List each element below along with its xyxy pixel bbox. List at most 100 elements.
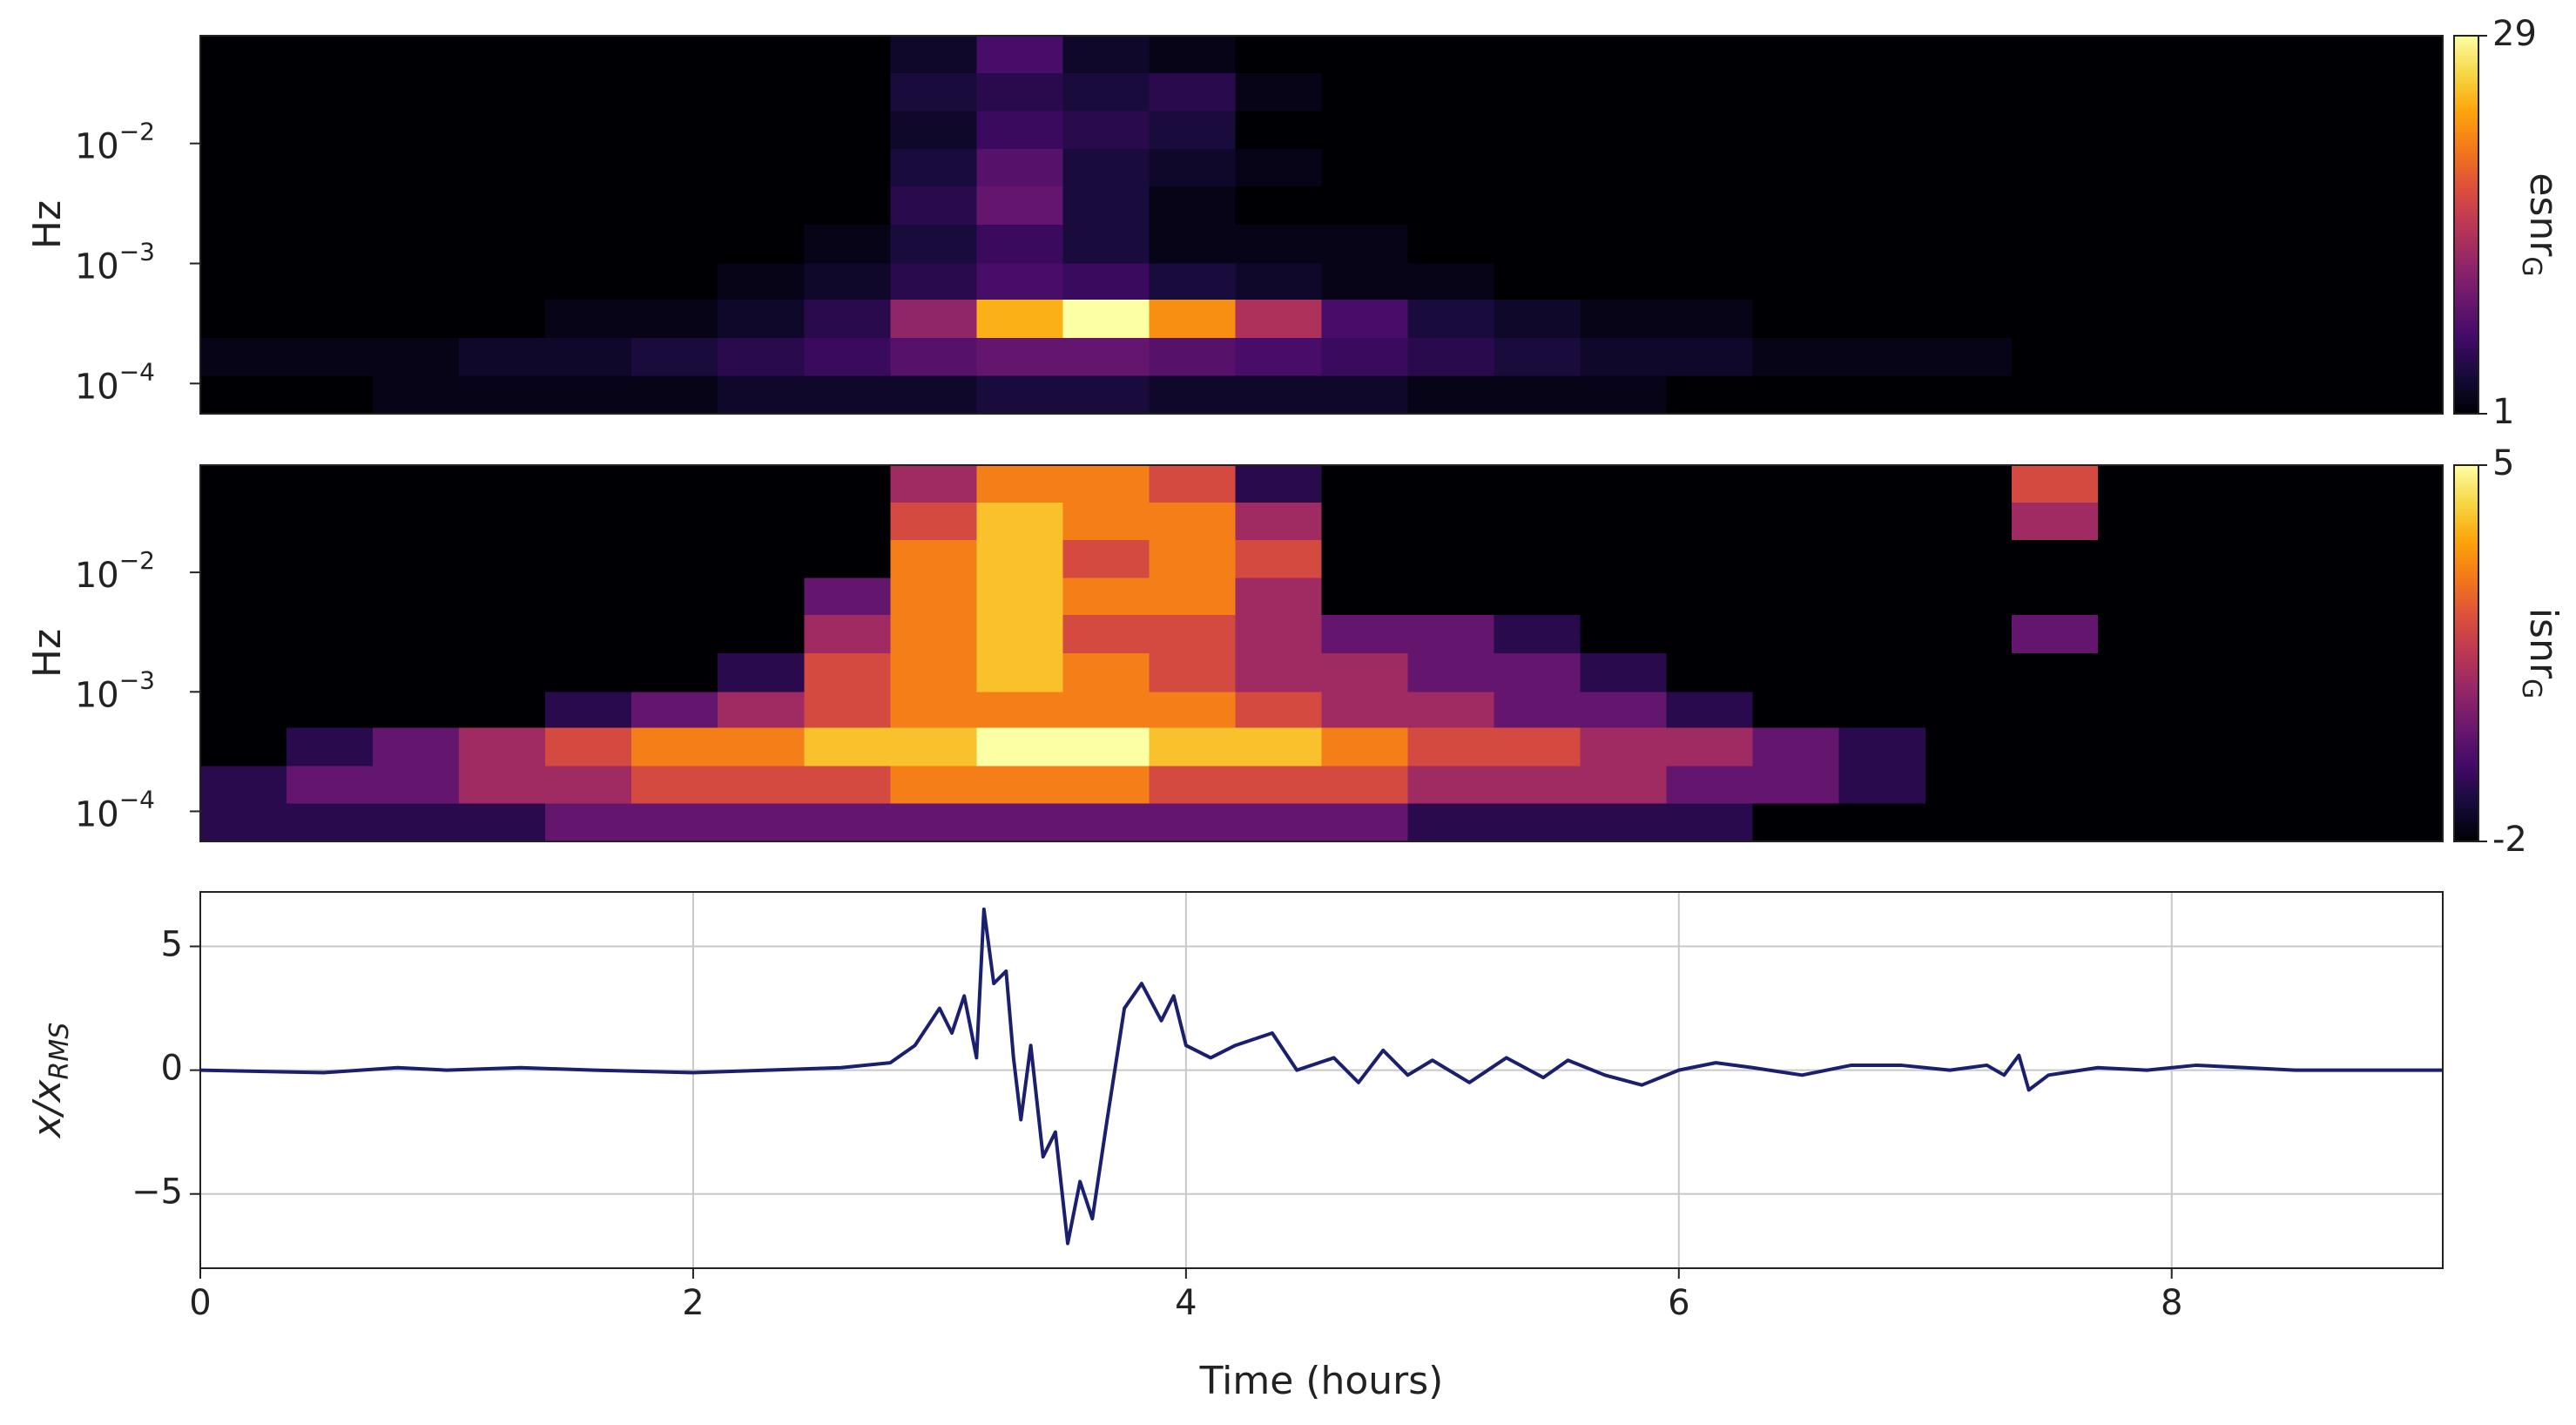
- heatmap-cell: [1752, 111, 1840, 150]
- heatmap-cell: [1752, 803, 1840, 842]
- heatmap-cell: [2011, 465, 2099, 503]
- heatmap-cell: [200, 502, 287, 541]
- heatmap-cell: [2183, 149, 2271, 187]
- heatmap-cell: [1062, 337, 1150, 377]
- heatmap-cell: [2097, 36, 2185, 74]
- heatmap-cell: [1062, 111, 1150, 150]
- heatmap-cell: [1925, 36, 2013, 74]
- heatmap-cell: [1494, 375, 1581, 415]
- data-line: [199, 907, 2443, 1246]
- heatmap-cell: [2269, 299, 2357, 339]
- heatmap-cell: [1494, 225, 1581, 265]
- y-tick-base: 10: [75, 556, 119, 596]
- heatmap-cell: [890, 149, 977, 187]
- colorbar-label-main: isnr: [2521, 608, 2566, 679]
- y-tick-exponent: −2: [119, 546, 155, 575]
- heatmap-cell: [2097, 375, 2185, 415]
- heatmap-cell: [2097, 263, 2185, 301]
- heatmap-cell: [2356, 375, 2444, 415]
- heatmap-cell: [1407, 263, 1495, 301]
- heatmap-cell: [2183, 502, 2271, 541]
- heatmap-cell: [2356, 727, 2444, 767]
- heatmap-cell: [1752, 375, 1840, 415]
- heatmap-cell: [1580, 73, 1668, 112]
- heatmap-cell: [287, 73, 374, 112]
- heatmap-cell: [1925, 653, 2013, 692]
- heatmap-cell: [373, 727, 460, 767]
- heatmap-cell: [631, 375, 718, 415]
- heatmap-cell: [459, 375, 546, 415]
- heatmap-cell: [890, 375, 977, 415]
- heatmap-cell: [200, 149, 287, 187]
- heatmap-cell: [2097, 653, 2185, 692]
- heatmap-cell: [1149, 692, 1237, 729]
- heatmap-cell: [804, 225, 891, 265]
- heatmap-cell: [1235, 375, 1323, 415]
- heatmap-cell: [2183, 766, 2271, 805]
- heatmap-cell: [1149, 375, 1237, 415]
- heatmap-cell: [1321, 727, 1409, 767]
- y-tick-label: −5: [131, 1172, 183, 1212]
- heatmap-cell: [1062, 615, 1150, 654]
- heatmap-cell: [287, 337, 374, 377]
- heatmap-cell: [459, 803, 546, 842]
- heatmap-cell: [459, 615, 546, 654]
- heatmap-cell: [890, 692, 977, 729]
- heatmap-cell: [287, 692, 374, 729]
- heatmap-cell: [2269, 36, 2357, 74]
- heatmap-cell: [2097, 149, 2185, 187]
- heatmap-cell: [1321, 375, 1409, 415]
- heatmap-cell: [373, 692, 460, 729]
- heatmap-cell: [2011, 225, 2099, 265]
- heatmap-cell: [1149, 225, 1237, 265]
- heatmap-cell: [2097, 540, 2185, 579]
- heatmap-cell: [2356, 36, 2444, 74]
- y-tick-base: 10: [75, 675, 119, 715]
- heatmap-cell: [1666, 186, 1754, 226]
- heatmap-cell: [1235, 653, 1323, 692]
- heatmap-cell: [890, 337, 977, 377]
- heatmap-cell: [373, 465, 460, 503]
- y-tick-label: 10−2: [75, 546, 155, 596]
- heatmap-cell: [631, 337, 718, 377]
- heatmap-cell: [976, 186, 1063, 226]
- heatmap-cell: [1752, 36, 1840, 74]
- heatmap-cell: [1321, 502, 1409, 541]
- heatmap-cell: [1149, 727, 1237, 767]
- heatmap-cell: [2269, 186, 2357, 226]
- heatmap-cell: [1838, 803, 1926, 842]
- heatmap-cell: [718, 615, 805, 654]
- heatmap-cell: [287, 225, 374, 265]
- heatmap-cell: [890, 502, 977, 541]
- heatmap-cell: [631, 766, 718, 805]
- heatmap-cell: [2356, 186, 2444, 226]
- heatmap-cell: [890, 73, 977, 112]
- heatmap-cell: [1925, 465, 2013, 503]
- heatmap-cell: [1494, 186, 1581, 226]
- colorbar-tick-label: 29: [2492, 14, 2537, 54]
- heatmap-cell: [2269, 73, 2357, 112]
- heatmap-cell: [1838, 225, 1926, 265]
- heatmap-cell: [1494, 803, 1581, 842]
- heatmap-cell: [718, 766, 805, 805]
- heatmap-cell: [2011, 502, 2099, 541]
- heatmap-cell: [287, 111, 374, 150]
- heatmap-cell: [200, 577, 287, 616]
- heatmap-cell: [2269, 465, 2357, 503]
- heatmap-cell: [804, 149, 891, 187]
- heatmap-cell: [1321, 73, 1409, 112]
- heatmap-cell: [2356, 465, 2444, 503]
- heatmap-cell: [545, 653, 632, 692]
- heatmap-cell: [631, 186, 718, 226]
- heatmap-cell: [890, 186, 977, 226]
- heatmap-cell: [200, 225, 287, 265]
- heatmap-cell: [2356, 299, 2444, 339]
- heatmap-cell: [200, 375, 287, 415]
- plot-frame: [199, 891, 2444, 1269]
- heatmap-cell: [373, 375, 460, 415]
- heatmap-cell: [459, 653, 546, 692]
- heatmap-cell: [1494, 727, 1581, 767]
- heatmap-cell: [2356, 111, 2444, 150]
- heatmap-cell: [1580, 263, 1668, 301]
- heatmap-cell: [804, 337, 891, 377]
